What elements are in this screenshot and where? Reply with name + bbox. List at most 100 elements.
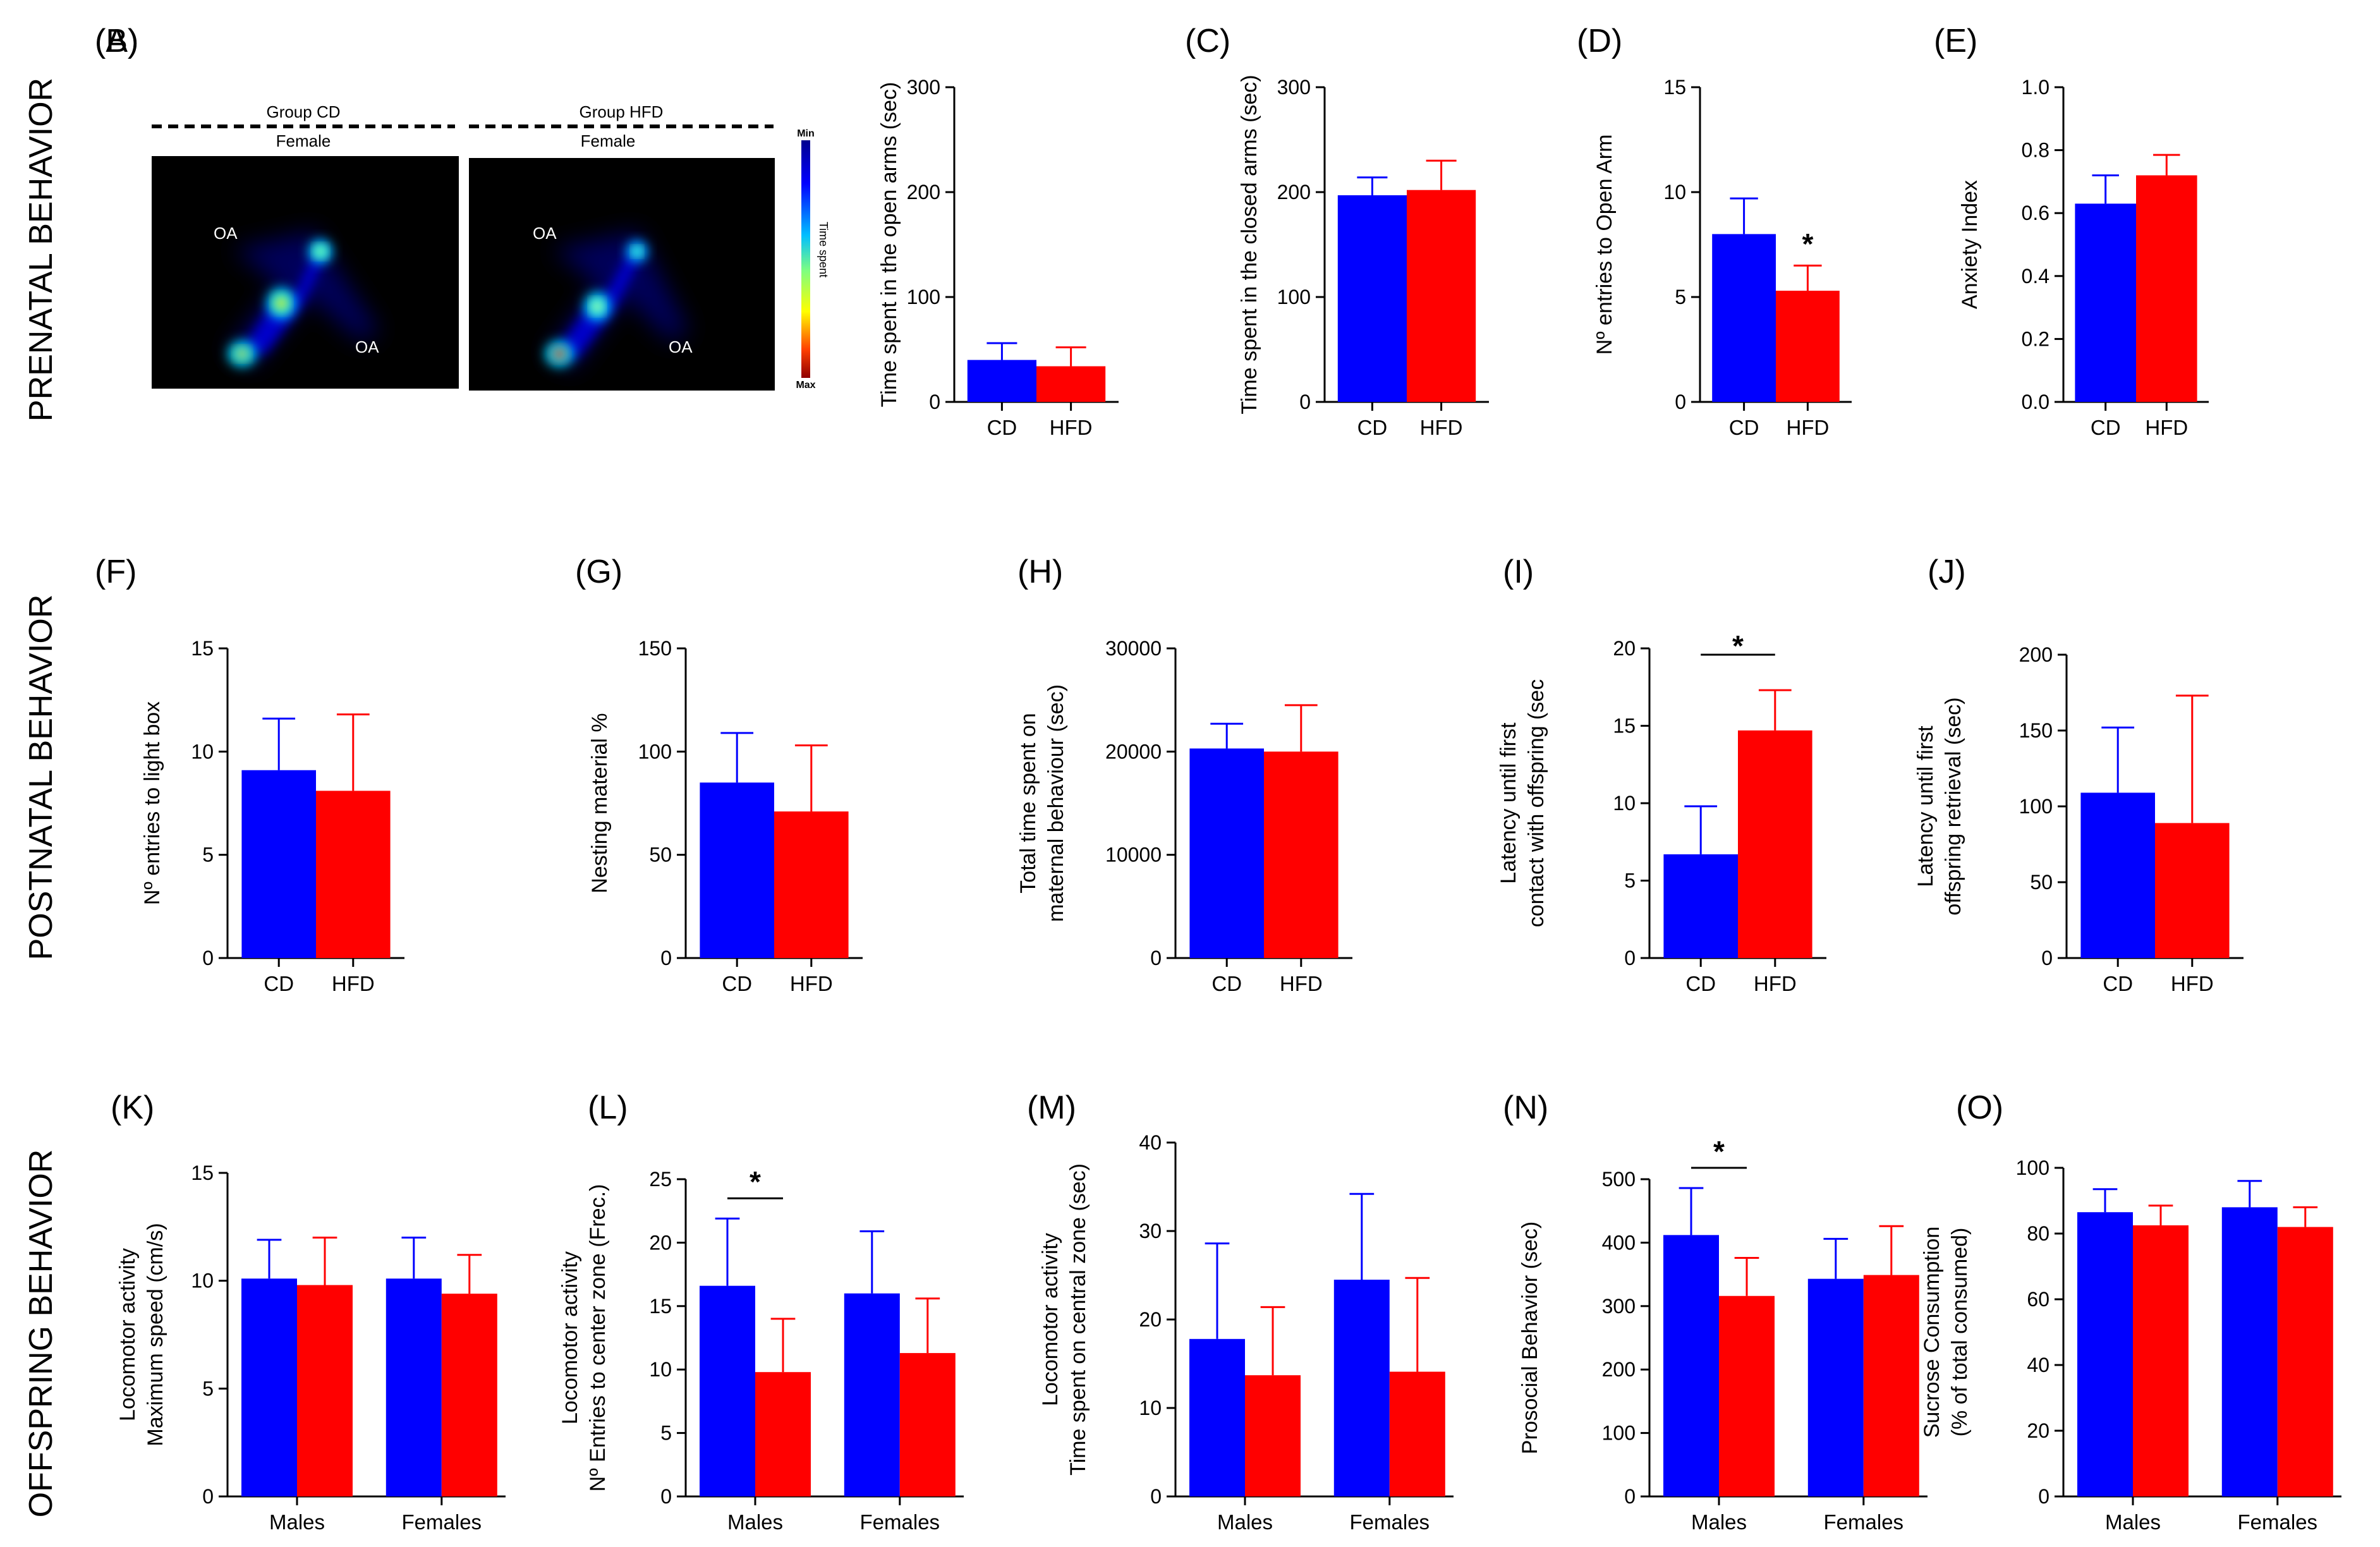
x-tick-label: Females bbox=[1824, 1510, 1904, 1534]
y-tick-label: 5 bbox=[660, 1422, 672, 1445]
x-tick-label: CD bbox=[1211, 972, 1242, 995]
bar-hfd bbox=[1738, 730, 1812, 958]
x-tick-label: HFD bbox=[790, 972, 833, 995]
y-tick-label: 0 bbox=[1624, 1485, 1636, 1508]
heatmap-color-scale bbox=[801, 140, 810, 378]
panel-label-d: (D) bbox=[1577, 23, 1622, 59]
y-tick-label: 10 bbox=[191, 1270, 214, 1292]
row-label-postnatal: POSTNATAL BEHAVIOR bbox=[23, 595, 59, 961]
y-axis-label-line: Total time spent on bbox=[1016, 713, 1040, 893]
x-tick-label: HFD bbox=[332, 972, 375, 995]
bar-females-cd bbox=[1807, 1278, 1864, 1496]
y-axis-label-line: Time spent on central zone (sec) bbox=[1066, 1163, 1090, 1476]
bar-hfd bbox=[774, 811, 849, 958]
y-tick-label: 30 bbox=[1139, 1220, 1162, 1242]
panel-label-a: (A) bbox=[95, 23, 138, 59]
y-tick-label: 15 bbox=[1663, 76, 1686, 99]
chart-d: (D) 0 5 10 15 Nº entries to Open Arm CD HFD * bbox=[1577, 23, 1852, 439]
y-axis-label-line: Time spent in the closed arms (sec) bbox=[1237, 75, 1261, 414]
x-tick-label: HFD bbox=[2145, 416, 2188, 439]
panel-label-l: (L) bbox=[588, 1089, 628, 1126]
y-tick-label: 100 bbox=[1277, 286, 1311, 308]
heatmap-cd-density bbox=[228, 231, 379, 367]
y-axis-label: Sucrose Consumption (% of total consumed) bbox=[1920, 1227, 1972, 1438]
x-tick-label: CD bbox=[987, 416, 1017, 439]
chart-e: (E) 0.0 0.2 0.4 0.6 0.8 1.0 Anxiety Index CD HFD bbox=[1934, 23, 2209, 439]
y-axis-label-line: Maximum speed (cm/s) bbox=[143, 1223, 167, 1446]
panel-a-heatmaps: (A) Group CD Female OA OA Group HFD Fema… bbox=[95, 23, 830, 391]
y-tick-label: 0.0 bbox=[2022, 391, 2049, 413]
y-axis-label-line: Latency until first bbox=[1914, 725, 1938, 887]
panel-label-j: (J) bbox=[1928, 554, 1966, 590]
y-tick-label: 0 bbox=[202, 947, 214, 969]
x-tick-label: Females bbox=[1350, 1510, 1430, 1534]
significance-star: * bbox=[1802, 228, 1813, 260]
y-tick-label: 20 bbox=[1613, 637, 1636, 660]
y-axis-label-line: maternal behaviour (sec) bbox=[1044, 684, 1068, 922]
sex-label-hfd: Female bbox=[581, 131, 636, 150]
x-tick-label: Females bbox=[402, 1510, 482, 1534]
y-tick-label: 300 bbox=[1277, 76, 1311, 99]
y-axis-label: Anxiety Index bbox=[1958, 180, 1982, 309]
chart-b: (B) 0 100 200 300 Time spent in the open arms… bbox=[95, 23, 1119, 439]
panel-label-f: (F) bbox=[95, 554, 137, 590]
y-tick-label: 10 bbox=[649, 1358, 672, 1381]
y-tick-label: 1.0 bbox=[2022, 76, 2049, 99]
bar-females-hfd bbox=[2277, 1227, 2333, 1496]
y-axis-label: Locomotor activity Time spent on central … bbox=[1038, 1163, 1090, 1476]
y-axis-label-line: Locomotor activity bbox=[558, 1251, 582, 1424]
panel-label-g: (G) bbox=[575, 554, 622, 590]
chart-m: (M) 0 10 20 30 40 Locomotor activity Time spent… bbox=[1027, 1089, 1454, 1534]
significance-star: * bbox=[750, 1165, 761, 1198]
y-tick-label: 0 bbox=[1150, 947, 1162, 969]
arm-label-hfd-2: OA bbox=[669, 337, 693, 356]
y-axis-label-line: Nº entries to light box bbox=[140, 701, 164, 905]
x-tick-label: HFD bbox=[1754, 972, 1797, 995]
y-tick-label: 100 bbox=[2019, 795, 2053, 818]
bar-hfd bbox=[316, 791, 391, 958]
y-axis-label: Nº entries to Open Arm bbox=[1593, 135, 1617, 355]
y-axis-label-line: Locomotor activity bbox=[1038, 1233, 1062, 1406]
bar-cd bbox=[2075, 203, 2136, 402]
y-tick-label: 150 bbox=[638, 637, 672, 660]
arm-label-cd-2: OA bbox=[355, 337, 379, 356]
y-tick-label: 80 bbox=[2027, 1222, 2049, 1245]
chart-l: (L) 0 5 10 15 20 25 Locomotor activity Nº Entrie… bbox=[558, 1089, 964, 1534]
panel-label-c: (C) bbox=[1185, 23, 1230, 59]
bar-cd bbox=[1712, 234, 1776, 402]
significance-star: * bbox=[1732, 629, 1744, 662]
bar-females-hfd bbox=[899, 1353, 956, 1496]
chart-j: (J) 0 50 100 150 200 Latency until first offspr… bbox=[1914, 554, 2243, 995]
x-tick-label: CD bbox=[1685, 972, 1716, 995]
bar-males-hfd bbox=[1719, 1295, 1775, 1496]
x-tick-label: CD bbox=[264, 972, 294, 995]
y-tick-label: 15 bbox=[1613, 715, 1636, 737]
bar-females-cd bbox=[1333, 1280, 1390, 1496]
y-tick-label: 0 bbox=[1675, 391, 1686, 413]
y-axis-label-line: Nesting material % bbox=[588, 713, 612, 893]
bar-cd bbox=[241, 770, 316, 958]
y-tick-label: 40 bbox=[2027, 1354, 2049, 1376]
y-tick-label: 100 bbox=[907, 286, 940, 308]
y-tick-label: 25 bbox=[649, 1168, 672, 1191]
row-label-offspring: OFFSPRING BEHAVIOR bbox=[23, 1150, 59, 1518]
color-scale-title: Time spent bbox=[817, 222, 830, 277]
y-tick-label: 5 bbox=[202, 844, 214, 866]
panel-label-b: (B) bbox=[95, 23, 138, 59]
color-scale-min-label: Min bbox=[797, 128, 815, 139]
x-tick-label: CD bbox=[1357, 416, 1388, 439]
x-tick-label: Females bbox=[2238, 1510, 2318, 1534]
chart-n: (N) 0 100 200 300 400 500 Prosocial Behavior (s… bbox=[1503, 1089, 1928, 1534]
y-axis-label-line: Latency until first bbox=[1497, 722, 1521, 884]
y-tick-label: 0 bbox=[1150, 1485, 1162, 1508]
y-axis-label: Time spent in the open arms (sec) bbox=[877, 82, 901, 408]
y-tick-label: 20 bbox=[649, 1231, 672, 1254]
group-label-cd: Group CD bbox=[266, 102, 340, 121]
x-tick-label: Females bbox=[860, 1510, 940, 1534]
chart-k: (K) 0 5 10 15 Locomotor activity Maximum speed… bbox=[111, 1089, 506, 1534]
y-axis-label: Nº entries to light box bbox=[140, 701, 164, 905]
x-tick-label: Males bbox=[2105, 1510, 2161, 1534]
y-tick-label: 0 bbox=[1299, 391, 1311, 413]
